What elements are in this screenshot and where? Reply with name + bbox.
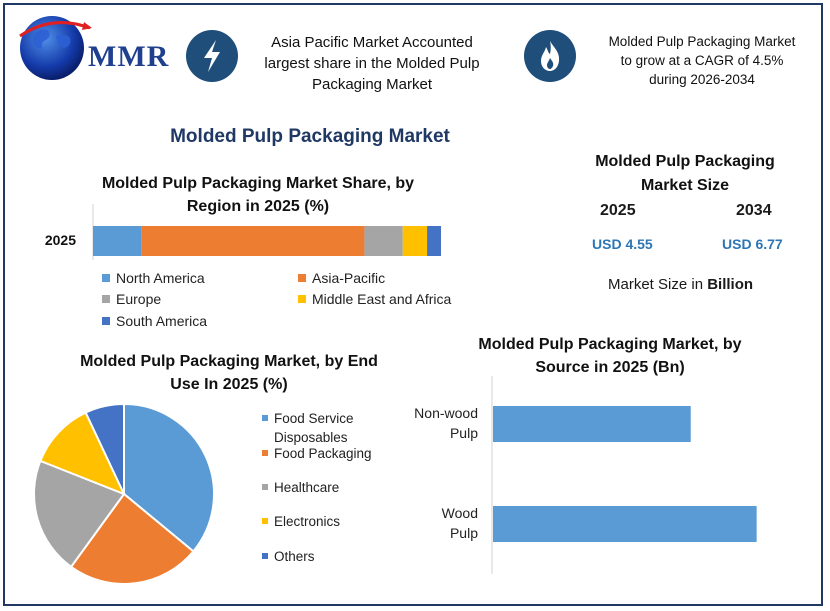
- legend-label: Healthcare: [274, 480, 340, 495]
- legend-swatch: [262, 553, 268, 559]
- legend-south-america: South America: [102, 313, 207, 329]
- end-use-pie-chart: [33, 402, 215, 585]
- pie-slice-food-service-disposables: [123, 402, 215, 553]
- region-chart-title: Molded Pulp Packaging Market Share, by R…: [101, 175, 415, 215]
- source-bar-chart: Non-wood Pulp Wood Pulp: [414, 376, 757, 574]
- legend-swatch: [298, 295, 306, 304]
- region-category-label: 2025: [45, 232, 76, 248]
- flame-icon: [524, 30, 576, 82]
- market-size-unit: Market Size in Billion: [608, 276, 753, 293]
- pie-slice-others: [84, 402, 125, 495]
- pie-slice-food-packaging: [69, 492, 195, 585]
- region-stacked-bar-chart: 2025: [45, 204, 441, 260]
- legend-swatch: [262, 450, 268, 456]
- market-size-value-2034: USD 6.77: [722, 236, 783, 252]
- source-bar-non-wood-pulp: [493, 406, 691, 442]
- legend-swatch: [262, 415, 268, 421]
- legend-label: Others: [274, 549, 315, 564]
- source-category-label: Pulp: [450, 525, 478, 541]
- legend-label: North America: [116, 270, 205, 286]
- legend-europe: Europe: [102, 291, 161, 307]
- pie-slice-electronics: [39, 411, 126, 496]
- legend-swatch: [102, 295, 110, 304]
- page-title: Molded Pulp Packaging Market: [170, 126, 450, 147]
- end-use-chart-title: Molded Pulp Packaging Market, by End Use…: [80, 353, 378, 393]
- infographic-frame: [3, 3, 823, 606]
- pie-slice-healthcare: [33, 459, 126, 569]
- highlight-cagr: Molded Pulp Packaging Market to grow at …: [608, 34, 796, 87]
- pie-legend-healthcare: Healthcare: [262, 478, 404, 497]
- source-category-label: Pulp: [450, 425, 478, 441]
- legend-label: Electronics: [274, 514, 341, 529]
- mmr-logo: MMR: [14, 6, 174, 86]
- region-bar-middle-east-and-africa: [402, 226, 428, 256]
- pie-legend-electronics: Electronics: [262, 512, 404, 531]
- market-size-value-2025: USD 4.55: [592, 236, 653, 252]
- legend-label: South America: [116, 313, 208, 329]
- pie-legend-food-service-disposables: Food Service Disposables: [262, 409, 404, 447]
- region-bar-north-america: [93, 226, 142, 256]
- logo-text: MMR: [88, 40, 170, 73]
- market-size-title: Molded Pulp Packaging Market Size: [595, 153, 775, 194]
- legend-label: Europe: [116, 291, 162, 307]
- legend-swatch: [102, 317, 110, 326]
- region-bar-europe: [364, 226, 403, 256]
- source-category-label: Wood: [442, 505, 478, 521]
- legend-swatch: [298, 274, 306, 283]
- globe-icon: [19, 16, 92, 80]
- pie-legend-others: Others: [262, 547, 404, 566]
- region-bar-asia-pacific: [141, 226, 365, 256]
- source-category-label: Non-wood: [414, 405, 478, 421]
- source-bar-wood-pulp: [493, 506, 757, 542]
- highlight-asia-pacific: Asia Pacific Market Accounted largest sh…: [264, 34, 480, 93]
- legend-label: Food Service Disposables: [274, 411, 354, 445]
- legend-swatch: [262, 518, 268, 524]
- legend-swatch: [262, 484, 268, 490]
- legend-north-america: North America: [102, 270, 205, 286]
- legend-asia-pacific: Asia-Pacific: [298, 270, 385, 286]
- region-bar-south-america: [427, 226, 441, 256]
- market-size-year-2025: 2025: [600, 202, 636, 219]
- legend-swatch: [102, 274, 110, 283]
- market-size-unit-bold: Billion: [707, 276, 754, 293]
- source-chart-title: Molded Pulp Packaging Market, by Source …: [478, 336, 742, 376]
- legend-middle-east-africa: Middle East and Africa: [298, 291, 451, 307]
- legend-label: Middle East and Africa: [312, 291, 452, 307]
- lightning-icon: [186, 30, 238, 82]
- legend-label: Asia-Pacific: [312, 270, 386, 286]
- market-size-year-2034: 2034: [736, 202, 772, 219]
- market-size-unit-prefix: Market Size in: [608, 276, 708, 293]
- legend-label: Food Packaging: [274, 446, 372, 461]
- pie-legend-food-packaging: Food Packaging: [262, 444, 404, 463]
